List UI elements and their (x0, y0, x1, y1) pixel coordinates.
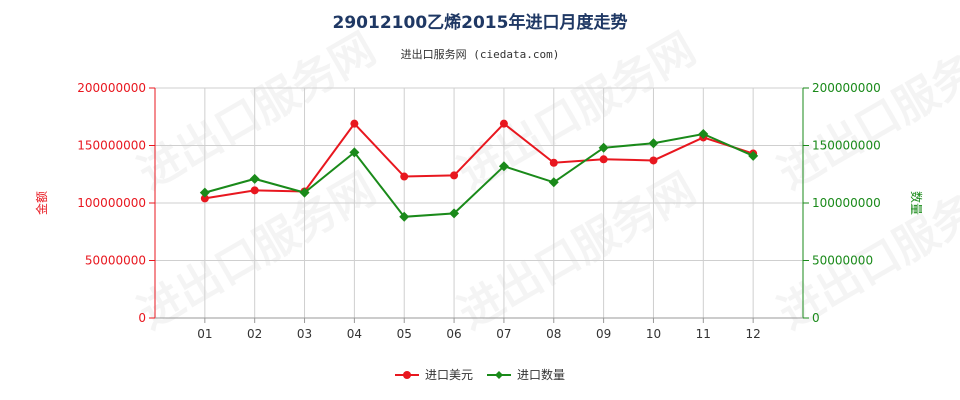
x-tick-label: 01 (197, 327, 212, 341)
series-1-point (450, 171, 459, 180)
series-2-point (249, 173, 260, 184)
series-2-point (498, 161, 509, 172)
series-1-point (599, 155, 608, 164)
right-tick-label: 200000000 (812, 81, 881, 95)
legend-marker-1 (403, 371, 411, 379)
series-1-point (649, 156, 658, 165)
x-tick-label: 06 (446, 327, 461, 341)
series-1-point (400, 172, 409, 181)
left-tick-label: 200000000 (77, 81, 146, 95)
series-1-point (200, 194, 209, 203)
x-tick-label: 05 (397, 327, 412, 341)
series-2-point (748, 150, 759, 161)
x-tick-label: 09 (596, 327, 611, 341)
series-2-point (449, 208, 460, 219)
series-2-point (548, 177, 559, 188)
right-tick-label: 50000000 (812, 254, 873, 268)
series-2-point (598, 142, 609, 153)
x-tick-label: 12 (746, 327, 761, 341)
series-2-point (199, 187, 210, 198)
series-1-point (549, 158, 558, 167)
left-tick-label: 50000000 (85, 254, 146, 268)
legend-label-2: 进口数量 (517, 367, 565, 382)
series-2-point (299, 187, 310, 198)
x-tick-label: 11 (696, 327, 711, 341)
left-tick-label: 150000000 (77, 139, 146, 153)
x-tick-label: 07 (496, 327, 511, 341)
left-tick-label: 100000000 (77, 196, 146, 210)
chart-subtitle: 进出口服务网 (ciedata.com) (400, 48, 560, 61)
x-tick-label: 04 (347, 327, 362, 341)
series-2-point (648, 138, 659, 149)
x-tick-label: 02 (247, 327, 262, 341)
legend-label-1: 进口美元 (425, 368, 473, 382)
right-tick-label: 100000000 (812, 196, 881, 210)
series-2-point (399, 211, 410, 222)
right-axis-title: 数量 (909, 191, 924, 215)
x-tick-label: 03 (297, 327, 312, 341)
series-2-point (698, 129, 709, 139)
series-1-point (350, 119, 359, 128)
series-line-2 (204, 132, 754, 218)
watermark-text: 进出口服务网 (770, 23, 960, 199)
left-axis-title: 金额 (34, 191, 49, 215)
series-1-point (499, 119, 508, 128)
series-2-point (349, 147, 360, 158)
x-tick-label: 08 (546, 327, 561, 341)
series-1-point (250, 186, 259, 195)
chart-title: 29012100乙烯2015年进口月度走势 (332, 13, 628, 33)
right-tick-label: 150000000 (812, 139, 881, 153)
right-tick-label: 0 (812, 311, 820, 325)
left-tick-label: 0 (138, 311, 146, 325)
legend-marker-2 (495, 371, 503, 379)
x-tick-label: 10 (646, 327, 661, 341)
